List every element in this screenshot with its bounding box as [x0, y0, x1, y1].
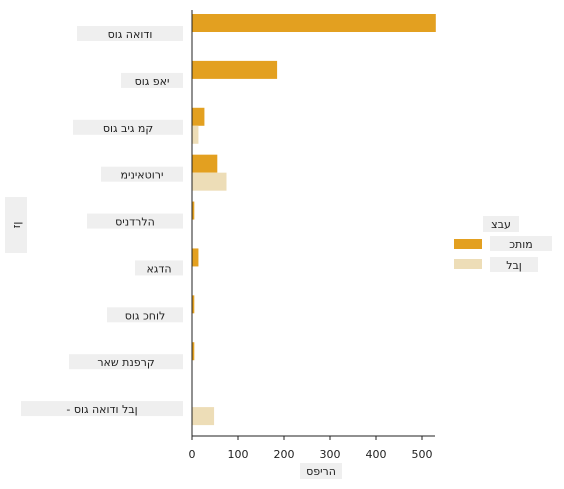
x-tick-label-1: 100 [228, 448, 249, 461]
category-label-7: קרפנת שאר [97, 356, 154, 369]
x-axis-title-background [300, 463, 342, 479]
legend: עבצ מותכ ןבל [454, 216, 552, 272]
legend-label-background-1 [490, 236, 552, 251]
x-axis-title: הריפס [306, 465, 336, 478]
category-labels: ודואה גוס יאפ גוס קמ גיב גוס ירוטאינימ הלרדנ… [21, 26, 183, 417]
x-tick-label-5: 500 [412, 448, 433, 461]
category-label-4: הלרדניס [115, 216, 155, 229]
category-label-0: ודואה גוס [108, 28, 153, 41]
legend-label-series-2: ןבל [506, 259, 522, 272]
category-label-background-5 [135, 260, 183, 276]
y-axis-title-group: ןז [5, 197, 27, 253]
category-label-background-4 [87, 213, 183, 229]
bar-1-6 [192, 295, 195, 314]
bar-1-3 [192, 154, 218, 173]
x-tick-group: 0 100 200 300 400 500 [189, 436, 433, 461]
y-axis-title-background [5, 197, 27, 253]
bar-1-1 [192, 60, 278, 79]
bar-2-3 [192, 172, 227, 191]
category-label-background-2 [73, 119, 183, 135]
category-label-2: קמ גיב גוס [103, 122, 153, 135]
y-axis-title: ןז [10, 222, 23, 229]
legend-title-background [483, 216, 519, 232]
x-tick-label-2: 200 [274, 448, 295, 461]
legend-label-series-1: מותכ [509, 238, 533, 251]
category-label-3: ירוטאינימ [121, 169, 164, 182]
x-tick-label-4: 400 [366, 448, 387, 461]
category-label-1: יאפ גוס [135, 75, 170, 88]
category-label-background-7 [69, 354, 183, 370]
legend-swatch-series-1 [454, 239, 482, 249]
legend-swatch-series-2 [454, 259, 482, 269]
bar-2-8 [192, 407, 215, 426]
category-label-background-8 [21, 401, 183, 417]
x-tick-label-0: 0 [189, 448, 196, 461]
category-label-background-0 [77, 26, 183, 41]
legend-title: עבצ [491, 218, 511, 231]
legend-label-background-2 [490, 257, 538, 272]
category-label-6: לוחכ גוס [125, 309, 165, 322]
bars-group [192, 14, 436, 426]
category-label-8: - ןבל ודואה גוס [66, 403, 137, 416]
category-label-background-1 [121, 72, 183, 88]
bar-2-2 [192, 125, 199, 144]
bar-1-0 [192, 14, 436, 32]
bar-1-4 [192, 201, 195, 220]
category-label-background-3 [101, 166, 183, 182]
bar-1-7 [192, 342, 195, 361]
bar-1-5 [192, 248, 199, 267]
x-tick-label-3: 300 [320, 448, 341, 461]
category-label-5: הדגא [146, 262, 171, 275]
bar-1-2 [192, 107, 205, 126]
x-axis-title-group: הריפס [300, 463, 342, 479]
category-label-background-6 [107, 307, 183, 323]
